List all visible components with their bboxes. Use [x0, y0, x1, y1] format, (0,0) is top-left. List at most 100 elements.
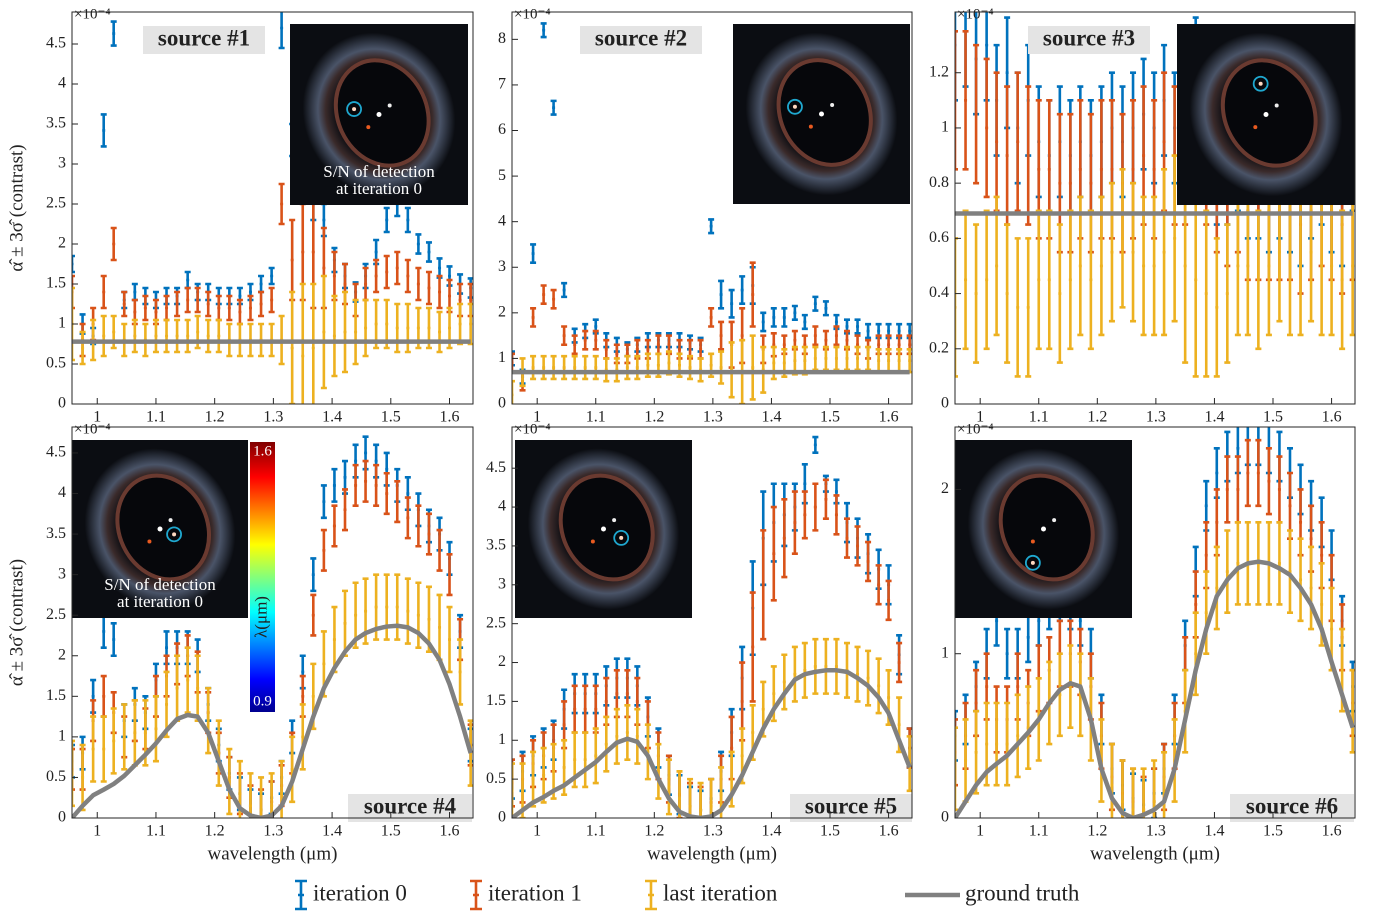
- error-bar: [110, 707, 117, 775]
- error-bar: [634, 354, 641, 381]
- error-bar: [561, 281, 568, 299]
- error-bar: [415, 581, 422, 649]
- error-bar: [718, 320, 725, 351]
- error-bar: [1140, 195, 1147, 337]
- error-bar: [582, 684, 589, 734]
- error-bar: [791, 345, 798, 376]
- error-bar: [1161, 71, 1168, 213]
- error-bar: [812, 325, 819, 347]
- error-bar: [163, 630, 170, 666]
- error-bar: [320, 630, 327, 698]
- error-bar: [561, 700, 568, 750]
- error-bar: [760, 529, 767, 641]
- error-bar: [822, 637, 829, 695]
- error-bar: [718, 766, 725, 818]
- y-tick-label: 0.8: [929, 174, 949, 191]
- error-bar: [1098, 195, 1105, 337]
- axes-box: [71, 426, 474, 819]
- error-bar: [833, 313, 840, 331]
- error-bar: [131, 282, 138, 302]
- error-bar: [791, 490, 798, 556]
- error-bar: [676, 352, 683, 378]
- error-bar: [885, 669, 892, 727]
- error-bar: [843, 345, 850, 372]
- error-bar: [1161, 750, 1168, 818]
- error-bar: [993, 195, 1000, 337]
- detected-source: [792, 104, 797, 109]
- error-bar: [561, 354, 568, 381]
- error-bar: [973, 709, 980, 795]
- y-tick-label: 2: [58, 235, 66, 252]
- y-tick-label: 1.5: [46, 687, 66, 704]
- error-bar: [342, 262, 349, 306]
- y-tick-label: 5: [498, 167, 506, 184]
- error-bar: [404, 475, 411, 512]
- error-bar: [624, 343, 631, 365]
- error-bar: [885, 579, 892, 622]
- error-bar: [687, 777, 694, 818]
- axis-multiplier: ×10⁻⁴: [514, 421, 551, 437]
- error-bar: [571, 684, 578, 734]
- axes-box: [71, 11, 474, 405]
- y-tick-label: 1.5: [486, 692, 506, 709]
- error-bar: [331, 250, 338, 302]
- y-tick-label: 0.2: [929, 339, 949, 356]
- error-bar: [1108, 181, 1115, 323]
- truth-line: [955, 559, 1355, 818]
- error-bar: [320, 528, 327, 572]
- error-bar: [299, 703, 306, 771]
- error-bar: [791, 645, 798, 703]
- source-label-bg: [1230, 794, 1354, 822]
- error-bar: [624, 703, 631, 761]
- y-tick-label: 3.5: [46, 525, 66, 542]
- error-bar: [1192, 570, 1199, 639]
- error-bar: [781, 653, 788, 711]
- error-bar: [770, 332, 777, 358]
- error-bar: [1130, 767, 1137, 818]
- error-bar: [770, 665, 777, 723]
- error-bar: [184, 286, 191, 314]
- x-tick-label: 1.6: [1322, 409, 1342, 426]
- error-bar: [592, 684, 599, 734]
- error-bar: [833, 494, 840, 536]
- error-bar: [131, 699, 138, 767]
- y-tick-label: 2: [941, 480, 949, 497]
- y-axis-label: α̂ ± 3σ̂ (contrast): [6, 559, 27, 686]
- star: [376, 112, 382, 117]
- error-bar: [131, 318, 138, 354]
- x-tick-label: 1.2: [205, 409, 225, 426]
- y-tick-label: 2.5: [46, 606, 66, 623]
- y-tick-label: 0.4: [929, 284, 949, 301]
- error-bar: [833, 478, 840, 505]
- error-bar: [1035, 209, 1042, 351]
- error-bar: [1004, 701, 1011, 787]
- error-bar: [1171, 154, 1178, 323]
- error-bar: [289, 735, 296, 804]
- error-bar: [801, 334, 808, 356]
- legend-icon: [470, 879, 482, 911]
- x-tick-label: 1.5: [381, 823, 401, 840]
- error-bar: [1025, 237, 1032, 378]
- x-tick-label: 1: [533, 823, 541, 840]
- detected-source: [1258, 81, 1263, 86]
- error-bar: [603, 715, 610, 773]
- error-bar: [592, 354, 599, 381]
- axis-multiplier: ×10⁻⁴: [74, 6, 111, 22]
- error-bar: [760, 345, 767, 394]
- companion: [808, 124, 813, 129]
- error-bar: [1297, 488, 1304, 557]
- error-bar: [373, 298, 380, 350]
- error-bar: [268, 286, 275, 314]
- detection-marker: [346, 101, 362, 117]
- error-bar: [822, 478, 829, 521]
- error-bar: [121, 290, 128, 318]
- error-bar: [184, 270, 191, 290]
- error-bar: [1308, 545, 1315, 631]
- error-bar: [983, 57, 990, 199]
- error-bar: [592, 318, 599, 335]
- source-label: source #3: [1043, 25, 1135, 50]
- error-bar: [425, 512, 432, 556]
- y-tick-label: 4: [58, 75, 66, 92]
- companion: [147, 539, 152, 544]
- y-tick-label: 4.5: [486, 459, 506, 476]
